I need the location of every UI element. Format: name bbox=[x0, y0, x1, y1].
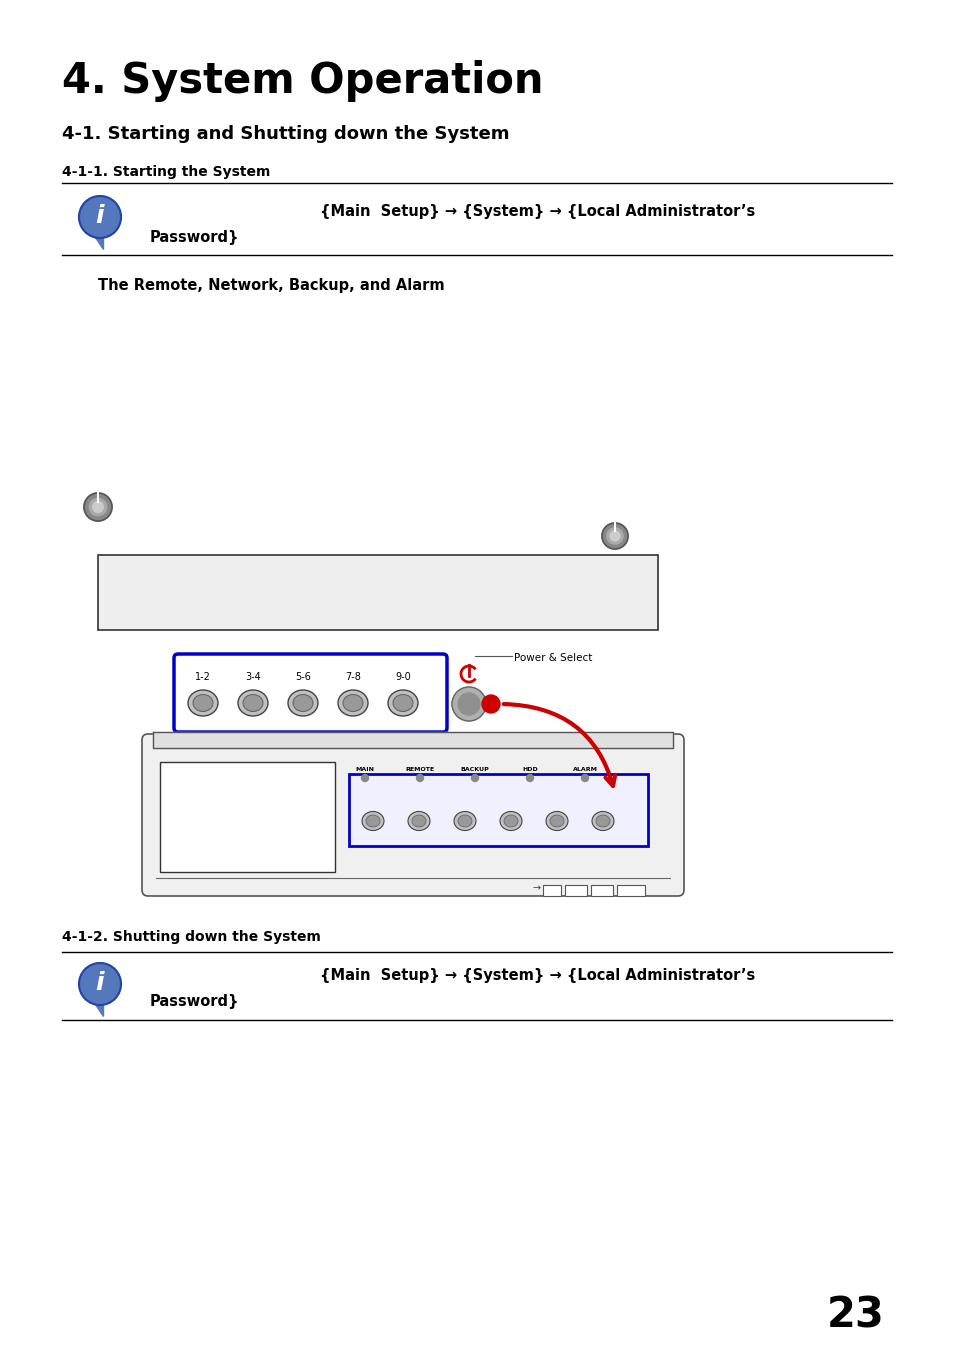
Ellipse shape bbox=[545, 812, 567, 831]
Ellipse shape bbox=[243, 695, 263, 711]
Text: The Remote, Network, Backup, and Alarm: The Remote, Network, Backup, and Alarm bbox=[98, 278, 444, 293]
Circle shape bbox=[90, 498, 107, 515]
Text: MAIN: MAIN bbox=[355, 768, 375, 772]
Ellipse shape bbox=[454, 812, 476, 831]
Text: 1-4: 1-4 bbox=[414, 791, 423, 795]
Circle shape bbox=[452, 687, 485, 720]
Text: 4-1. Starting and Shutting down the System: 4-1. Starting and Shutting down the Syst… bbox=[62, 125, 509, 143]
Text: Power & Select: Power & Select bbox=[514, 653, 592, 662]
Circle shape bbox=[606, 527, 622, 544]
Text: {Main  Setup} → {System} → {Local Administrator’s: {Main Setup} → {System} → {Local Adminis… bbox=[319, 204, 755, 219]
Text: 4-1-1. Starting the System: 4-1-1. Starting the System bbox=[62, 165, 270, 179]
Text: BACKUP: BACKUP bbox=[460, 768, 489, 772]
Text: 1-4: 1-4 bbox=[506, 791, 515, 795]
FancyBboxPatch shape bbox=[142, 734, 683, 896]
Text: 9-0: 9-0 bbox=[395, 672, 411, 683]
Text: 4-1-2. Shutting down the System: 4-1-2. Shutting down the System bbox=[62, 929, 320, 944]
Circle shape bbox=[84, 492, 112, 521]
Ellipse shape bbox=[188, 689, 218, 716]
Text: REMOTE: REMOTE bbox=[405, 768, 435, 772]
Ellipse shape bbox=[408, 812, 430, 831]
Bar bbox=[617, 885, 644, 896]
Text: {Main  Setup} → {System} → {Local Administrator’s: {Main Setup} → {System} → {Local Adminis… bbox=[319, 969, 755, 983]
Polygon shape bbox=[95, 1004, 103, 1016]
Text: i: i bbox=[95, 204, 104, 228]
Bar bbox=[590, 885, 613, 896]
Ellipse shape bbox=[388, 689, 417, 716]
Circle shape bbox=[481, 695, 499, 714]
Text: 7-8: 7-8 bbox=[345, 672, 360, 683]
Text: i: i bbox=[95, 971, 104, 996]
Circle shape bbox=[609, 532, 619, 541]
Ellipse shape bbox=[288, 689, 317, 716]
Text: ALARM: ALARM bbox=[572, 768, 597, 772]
Bar bbox=[98, 554, 658, 630]
Circle shape bbox=[457, 693, 479, 715]
Circle shape bbox=[471, 774, 478, 781]
Text: 5-6: 5-6 bbox=[294, 672, 311, 683]
Bar bbox=[564, 885, 586, 896]
Ellipse shape bbox=[592, 812, 614, 831]
Ellipse shape bbox=[550, 815, 563, 827]
Text: 4. System Operation: 4. System Operation bbox=[62, 59, 543, 103]
Ellipse shape bbox=[393, 695, 413, 711]
Ellipse shape bbox=[596, 815, 609, 827]
FancyBboxPatch shape bbox=[173, 654, 447, 733]
Text: Password}: Password} bbox=[150, 994, 239, 1009]
Ellipse shape bbox=[343, 695, 363, 711]
Polygon shape bbox=[152, 733, 672, 747]
Bar bbox=[542, 885, 560, 896]
Bar bbox=[160, 762, 335, 871]
FancyArrowPatch shape bbox=[503, 704, 615, 786]
Text: 1-2: 1-2 bbox=[368, 791, 377, 795]
Ellipse shape bbox=[293, 695, 313, 711]
Text: 3-4: 3-4 bbox=[245, 672, 260, 683]
Circle shape bbox=[601, 523, 627, 549]
Ellipse shape bbox=[361, 812, 384, 831]
Circle shape bbox=[92, 502, 103, 513]
Circle shape bbox=[361, 774, 368, 781]
Text: HDD: HDD bbox=[521, 768, 537, 772]
Polygon shape bbox=[95, 237, 103, 250]
Circle shape bbox=[526, 774, 533, 781]
Ellipse shape bbox=[499, 812, 521, 831]
Ellipse shape bbox=[366, 815, 379, 827]
Text: 23: 23 bbox=[826, 1295, 884, 1337]
Circle shape bbox=[416, 774, 423, 781]
Circle shape bbox=[581, 774, 588, 781]
Text: 1-2: 1-2 bbox=[194, 672, 211, 683]
FancyBboxPatch shape bbox=[349, 774, 647, 846]
Ellipse shape bbox=[237, 689, 268, 716]
Text: 1-4: 1-4 bbox=[552, 791, 561, 795]
Circle shape bbox=[79, 963, 121, 1005]
Ellipse shape bbox=[503, 815, 517, 827]
Ellipse shape bbox=[337, 689, 368, 716]
Ellipse shape bbox=[193, 695, 213, 711]
Ellipse shape bbox=[457, 815, 472, 827]
Circle shape bbox=[79, 196, 121, 237]
Text: 1-4: 1-4 bbox=[460, 791, 469, 795]
Text: →: → bbox=[533, 884, 540, 893]
Ellipse shape bbox=[412, 815, 426, 827]
Text: Password}: Password} bbox=[150, 229, 239, 246]
